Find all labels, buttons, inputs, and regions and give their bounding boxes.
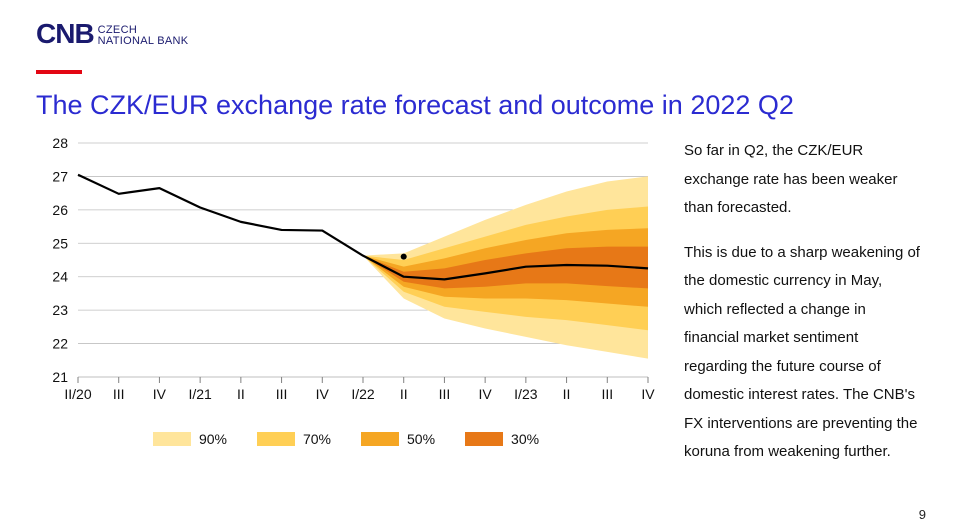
svg-text:II/20: II/20 — [64, 386, 91, 402]
svg-text:IV: IV — [479, 386, 493, 402]
logo-line2: NATIONAL BANK — [98, 36, 189, 47]
svg-text:21: 21 — [52, 369, 68, 385]
legend-label: 50% — [407, 431, 435, 447]
svg-text:IV: IV — [153, 386, 167, 402]
svg-text:28: 28 — [52, 137, 68, 151]
svg-text:I/21: I/21 — [188, 386, 212, 402]
content-row: 2122232425262728II/20IIIIVI/21IIIIIIVI/2… — [36, 137, 924, 483]
legend-swatch — [257, 432, 295, 446]
legend-item: 90% — [153, 431, 227, 447]
svg-text:III: III — [439, 386, 451, 402]
legend-swatch — [153, 432, 191, 446]
legend-item: 70% — [257, 431, 331, 447]
body-paragraph-2: This is due to a sharp weakening of the … — [684, 239, 924, 467]
legend-label: 30% — [511, 431, 539, 447]
slide: CNB CZECH NATIONAL BANK The CZK/EUR exch… — [0, 0, 960, 532]
svg-text:I/23: I/23 — [514, 386, 538, 402]
svg-text:27: 27 — [52, 168, 68, 184]
svg-text:IV: IV — [641, 386, 655, 402]
body-text: So far in Q2, the CZK/EUR exchange rate … — [684, 137, 924, 483]
legend-label: 70% — [303, 431, 331, 447]
page-title: The CZK/EUR exchange rate forecast and o… — [36, 90, 924, 121]
svg-text:23: 23 — [52, 302, 68, 318]
svg-text:III: III — [276, 386, 288, 402]
legend-swatch — [465, 432, 503, 446]
svg-text:26: 26 — [52, 202, 68, 218]
legend-swatch — [361, 432, 399, 446]
svg-text:24: 24 — [52, 269, 68, 285]
body-paragraph-1: So far in Q2, the CZK/EUR exchange rate … — [684, 137, 924, 223]
accent-bar — [36, 70, 82, 74]
chart-legend: 90% 70% 50% 30% — [36, 431, 656, 447]
fan-chart-svg: 2122232425262728II/20IIIIVI/21IIIIIIVI/2… — [36, 137, 656, 427]
svg-text:III: III — [113, 386, 125, 402]
legend-item: 30% — [465, 431, 539, 447]
fan-chart: 2122232425262728II/20IIIIVI/21IIIIIIVI/2… — [36, 137, 656, 447]
logo: CNB CZECH NATIONAL BANK — [36, 20, 924, 48]
svg-text:25: 25 — [52, 235, 68, 251]
svg-text:II: II — [237, 386, 245, 402]
svg-text:III: III — [601, 386, 613, 402]
svg-text:I/22: I/22 — [351, 386, 375, 402]
svg-text:IV: IV — [316, 386, 330, 402]
logo-text: CZECH NATIONAL BANK — [98, 25, 189, 47]
svg-text:22: 22 — [52, 336, 68, 352]
legend-item: 50% — [361, 431, 435, 447]
svg-text:II: II — [563, 386, 571, 402]
svg-text:II: II — [400, 386, 408, 402]
logo-mark: CNB — [36, 20, 94, 48]
page-number: 9 — [919, 507, 926, 522]
legend-label: 90% — [199, 431, 227, 447]
